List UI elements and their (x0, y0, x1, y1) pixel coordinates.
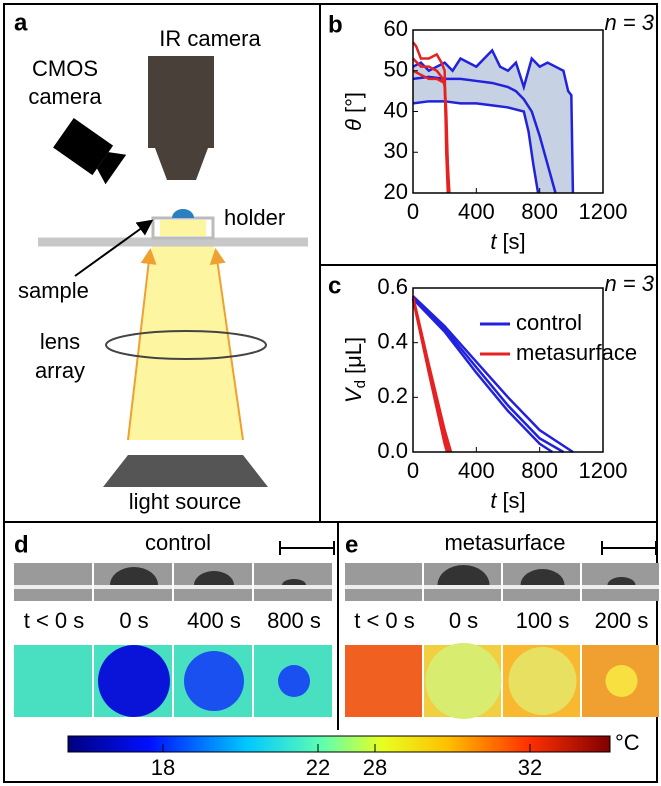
colorbar-tick-label: 18 (151, 755, 175, 780)
panel-label: b (328, 11, 343, 38)
time-label: 800 s (267, 608, 321, 633)
thermal-drop (184, 651, 244, 711)
y-label-unit: [°] (341, 92, 366, 113)
y-label-unit: [μL] (341, 337, 366, 374)
time-label: 200 s (595, 608, 649, 633)
cmos-label: camera (28, 84, 102, 109)
y-tick-label: 30 (384, 138, 408, 163)
y-tick-label: 0.4 (377, 328, 408, 353)
substrate-line (94, 585, 172, 589)
x-tick-label: 800 (521, 199, 558, 224)
substrate-line (345, 585, 422, 589)
x-axis-label: t[s] (490, 229, 525, 254)
substrate-line (582, 585, 659, 589)
x-tick-label: 1200 (579, 199, 628, 224)
ir-camera-label: IR camera (159, 26, 261, 51)
x-tick-label: 400 (458, 199, 495, 224)
colorbar-tick-label: 32 (518, 755, 542, 780)
thermal-drop (278, 665, 310, 697)
figure: a IR camera CMOS camera holder sample le… (0, 0, 661, 786)
colorbar-unit: °C (615, 730, 640, 755)
y-tick-label: 40 (384, 97, 408, 122)
thermal-image (345, 645, 422, 717)
y-tick-label: 0.0 (377, 438, 408, 463)
image-panels: d control e metasurface t < 0 s 0 s 400 s 8… (14, 530, 659, 719)
lens-label: array (35, 358, 85, 383)
series-line (413, 101, 538, 193)
x-label-var: t (490, 488, 497, 513)
x-tick-label: 0 (407, 199, 419, 224)
plot-frame (413, 30, 603, 193)
colorbar-tick-label: 22 (306, 755, 330, 780)
time-label: 0 s (449, 608, 478, 633)
thermal-image (14, 645, 92, 717)
thermal-drop (426, 643, 502, 719)
y-tick-label: 60 (384, 16, 408, 41)
substrate-line (254, 585, 332, 589)
x-label-unit: [s] (502, 488, 525, 513)
colorbar-tick-label: 28 (363, 755, 387, 780)
time-label: 100 s (516, 608, 570, 633)
substrate-line (174, 585, 252, 589)
panel-title: metasurface (444, 530, 565, 555)
x-tick-label: 0 (407, 458, 419, 483)
side-image (14, 563, 92, 601)
panel-label: a (14, 9, 28, 36)
panel-title: control (145, 530, 211, 555)
legend-label: metasurface (516, 340, 637, 365)
x-tick-label: 800 (521, 458, 558, 483)
thermal-drop (509, 647, 577, 715)
setup-diagram: a IR camera CMOS camera holder sample le… (14, 9, 308, 513)
y-label-var: θ (341, 119, 366, 131)
substrate-line (424, 585, 501, 589)
cmos-label: CMOS (32, 56, 98, 81)
legend-label: control (516, 310, 582, 335)
x-axis-label: t[s] (490, 488, 525, 513)
y-tick-label: 20 (384, 179, 408, 204)
annotation: n = 3 (604, 271, 654, 296)
y-tick-label: 50 (384, 57, 408, 82)
colorbar: °C 18 22 28 32 (68, 730, 640, 780)
x-tick-label: 1200 (579, 458, 628, 483)
sample-label: sample (18, 278, 89, 303)
x-tick-label: 400 (458, 458, 495, 483)
thermal-drop (98, 645, 170, 717)
series-line (413, 299, 447, 452)
light-source-label: light source (129, 489, 242, 514)
substrate-line (14, 585, 92, 589)
time-label: 400 s (187, 608, 241, 633)
x-label-unit: [s] (502, 229, 525, 254)
y-label-sub: d (352, 380, 369, 388)
annotation: n = 3 (604, 10, 654, 35)
y-tick-label: 0.6 (377, 274, 408, 299)
time-label: t < 0 s (24, 608, 85, 633)
substrate-line (503, 585, 580, 589)
time-label: 0 s (119, 608, 148, 633)
y-axis-label: Vd[μL] (341, 337, 369, 403)
panel-label: e (345, 531, 358, 558)
y-axis-label: θ [°] (341, 92, 366, 131)
thermal-drop (606, 665, 638, 697)
side-image (345, 563, 422, 601)
holder-label: holder (224, 205, 285, 230)
time-label: t < 0 s (354, 608, 415, 633)
x-label-var: t (490, 229, 497, 254)
y-tick-label: 0.2 (377, 383, 408, 408)
panel-label: d (14, 531, 29, 558)
lens-label: lens (40, 329, 80, 354)
panel-label: c (328, 272, 341, 299)
